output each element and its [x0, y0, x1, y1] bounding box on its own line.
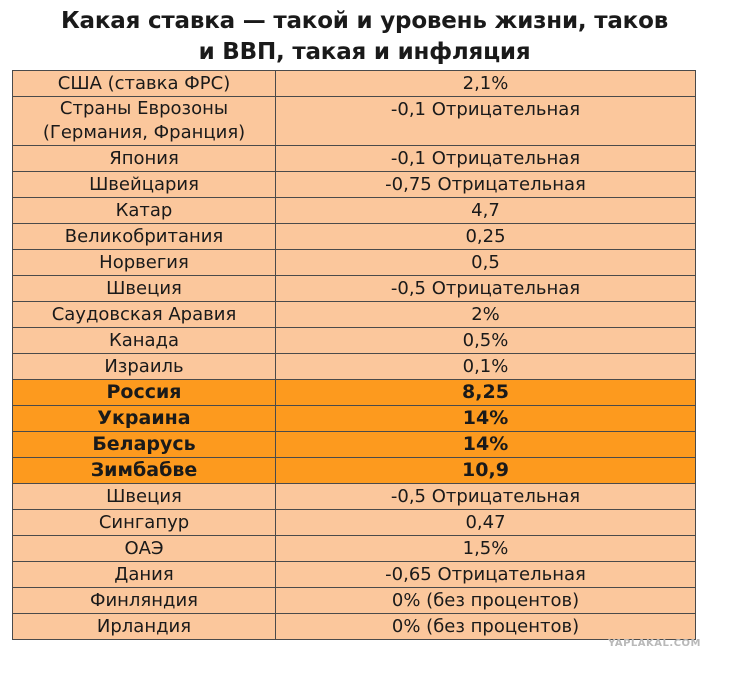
country-cell: Саудовская Аравия [12, 301, 276, 328]
rate-cell: -0,75 Отрицательная [275, 171, 696, 198]
rate-cell: -0,1 Отрицательная [275, 145, 696, 172]
rate-cell: 0% (без процентов) [275, 587, 696, 614]
table-row: Великобритания 0,25 [12, 223, 696, 250]
page-title: Какая ставка — такой и уровень жизни, та… [0, 0, 729, 70]
country-cell: Израиль [12, 353, 276, 380]
rate-cell: 2% [275, 301, 696, 328]
rate-cell: 0,47 [275, 509, 696, 536]
table-row: ОАЭ 1,5% [12, 535, 696, 562]
country-cell: Канада [12, 327, 276, 354]
rate-cell: 10,9 [275, 457, 696, 484]
country-cell: Швеция [12, 483, 276, 510]
rate-cell: 0,5 [275, 249, 696, 276]
table-row: Швеция -0,5 Отрицательная [12, 275, 696, 302]
rate-cell: 0,1% [275, 353, 696, 380]
rate-cell: -0,65 Отрицательная [275, 561, 696, 588]
country-cell: Швейцария [12, 171, 276, 198]
title-line-2: и ВВП, такая и инфляция [198, 39, 531, 65]
table-row: Израиль 0,1% [12, 353, 696, 380]
country-cell: Зимбабве [12, 457, 276, 484]
table-row: Норвегия 0,5 [12, 249, 696, 276]
rate-cell: -0,5 Отрицательная [275, 483, 696, 510]
table-row: Швейцария -0,75 Отрицательная [12, 171, 696, 198]
rate-cell: -0,1 Отрицательная [275, 96, 696, 146]
table-row: Ирландия 0% (без процентов) [12, 613, 696, 640]
country-line-1: Страны Еврозоны [59, 98, 229, 119]
table-row-highlighted: Зимбабве 10,9 [12, 457, 696, 484]
country-cell: Япония [12, 145, 276, 172]
table-row: США (ставка ФРС) 2,1% [12, 70, 696, 97]
table-row: Финляндия 0% (без процентов) [12, 587, 696, 614]
country-cell: Катар [12, 197, 276, 224]
table-row: Япония -0,1 Отрицательная [12, 145, 696, 172]
rate-cell: 14% [275, 431, 696, 458]
country-cell: Сингапур [12, 509, 276, 536]
country-cell: Швеция [12, 275, 276, 302]
table-row: Дания -0,65 Отрицательная [12, 561, 696, 588]
rate-cell: -0,5 Отрицательная [275, 275, 696, 302]
rate-cell: 2,1% [275, 70, 696, 97]
country-cell: США (ставка ФРС) [12, 70, 276, 97]
table-row: Сингапур 0,47 [12, 509, 696, 536]
table-row-highlighted: Россия 8,25 [12, 379, 696, 406]
country-cell: Россия [12, 379, 276, 406]
table-row-highlighted: Украина 14% [12, 405, 696, 432]
watermark: YAPLAKAL.COM [608, 638, 701, 649]
country-cell: Великобритания [12, 223, 276, 250]
table-row: Катар 4,7 [12, 197, 696, 224]
rate-cell: 8,25 [275, 379, 696, 406]
table-row: Канада 0,5% [12, 327, 696, 354]
country-cell: Финляндия [12, 587, 276, 614]
country-cell: Страны Еврозоны (Германия, Франция) [12, 96, 276, 146]
country-cell: Норвегия [12, 249, 276, 276]
table-row-highlighted: Беларусь 14% [12, 431, 696, 458]
rate-cell: 0,5% [275, 327, 696, 354]
title-line-1: Какая ставка — такой и уровень жизни, та… [60, 8, 669, 34]
rate-cell: 0,25 [275, 223, 696, 250]
country-cell: Дания [12, 561, 276, 588]
country-line-2: (Германия, Франция) [42, 122, 246, 143]
country-cell: ОАЭ [12, 535, 276, 562]
table-row: Швеция -0,5 Отрицательная [12, 483, 696, 510]
rate-cell: 14% [275, 405, 696, 432]
country-cell: Украина [12, 405, 276, 432]
table-row: Страны Еврозоны (Германия, Франция) -0,1… [12, 96, 696, 146]
rate-cell: 0% (без процентов) [275, 613, 696, 640]
rates-table: США (ставка ФРС) 2,1% Страны Еврозоны (Г… [12, 70, 696, 640]
country-cell: Беларусь [12, 431, 276, 458]
table-row: Саудовская Аравия 2% [12, 301, 696, 328]
country-cell: Ирландия [12, 613, 276, 640]
rate-cell: 4,7 [275, 197, 696, 224]
rate-cell: 1,5% [275, 535, 696, 562]
